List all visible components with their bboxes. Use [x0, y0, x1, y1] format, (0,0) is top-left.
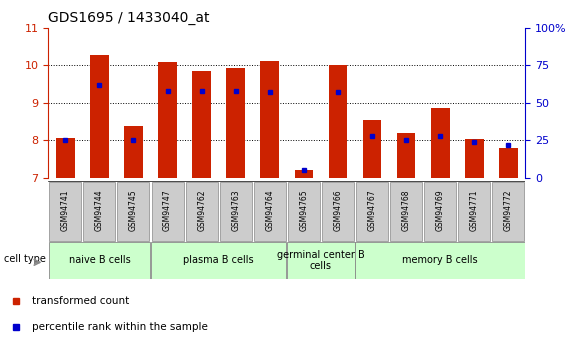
Text: GDS1695 / 1433040_at: GDS1695 / 1433040_at — [48, 11, 210, 25]
Bar — [499, 148, 518, 178]
FancyBboxPatch shape — [424, 182, 456, 241]
FancyBboxPatch shape — [322, 182, 354, 241]
Bar — [465, 139, 484, 178]
FancyBboxPatch shape — [458, 182, 490, 241]
Text: GSM94767: GSM94767 — [367, 189, 377, 231]
FancyBboxPatch shape — [49, 182, 81, 241]
Bar — [294, 170, 313, 178]
FancyBboxPatch shape — [356, 242, 525, 279]
FancyBboxPatch shape — [83, 182, 115, 241]
FancyBboxPatch shape — [492, 182, 524, 241]
Text: GSM94763: GSM94763 — [231, 189, 240, 231]
FancyBboxPatch shape — [151, 242, 286, 279]
Text: GSM94762: GSM94762 — [197, 189, 206, 231]
Text: GSM94741: GSM94741 — [61, 189, 70, 231]
Bar — [226, 68, 245, 178]
Text: plasma B cells: plasma B cells — [183, 256, 254, 265]
Text: GSM94745: GSM94745 — [129, 189, 138, 231]
Text: memory B cells: memory B cells — [402, 256, 478, 265]
Bar — [396, 133, 416, 178]
FancyBboxPatch shape — [118, 182, 149, 241]
Text: GSM94747: GSM94747 — [163, 189, 172, 231]
Bar — [158, 62, 177, 178]
Text: GSM94766: GSM94766 — [333, 189, 343, 231]
Text: GSM94764: GSM94764 — [265, 189, 274, 231]
FancyBboxPatch shape — [288, 182, 320, 241]
FancyBboxPatch shape — [390, 182, 422, 241]
Text: GSM94772: GSM94772 — [504, 189, 513, 231]
Bar — [260, 61, 279, 178]
Bar — [90, 55, 108, 178]
Bar — [56, 138, 74, 178]
Text: cell type: cell type — [4, 254, 46, 264]
Text: GSM94771: GSM94771 — [470, 189, 479, 231]
FancyBboxPatch shape — [152, 182, 183, 241]
Bar — [362, 119, 382, 178]
FancyBboxPatch shape — [254, 182, 286, 241]
Bar — [192, 71, 211, 178]
Text: naive B cells: naive B cells — [69, 256, 130, 265]
FancyBboxPatch shape — [287, 242, 354, 279]
Text: GSM94765: GSM94765 — [299, 189, 308, 231]
FancyBboxPatch shape — [220, 182, 252, 241]
Text: GSM94768: GSM94768 — [402, 189, 411, 231]
Text: germinal center B
cells: germinal center B cells — [277, 250, 365, 271]
Text: percentile rank within the sample: percentile rank within the sample — [32, 322, 208, 332]
FancyBboxPatch shape — [186, 182, 218, 241]
Text: transformed count: transformed count — [32, 296, 129, 306]
Bar — [328, 65, 348, 178]
Bar — [431, 108, 450, 178]
Text: GSM94769: GSM94769 — [436, 189, 445, 231]
FancyBboxPatch shape — [356, 182, 388, 241]
FancyBboxPatch shape — [49, 242, 150, 279]
Bar — [124, 126, 143, 178]
Text: GSM94744: GSM94744 — [95, 189, 104, 231]
